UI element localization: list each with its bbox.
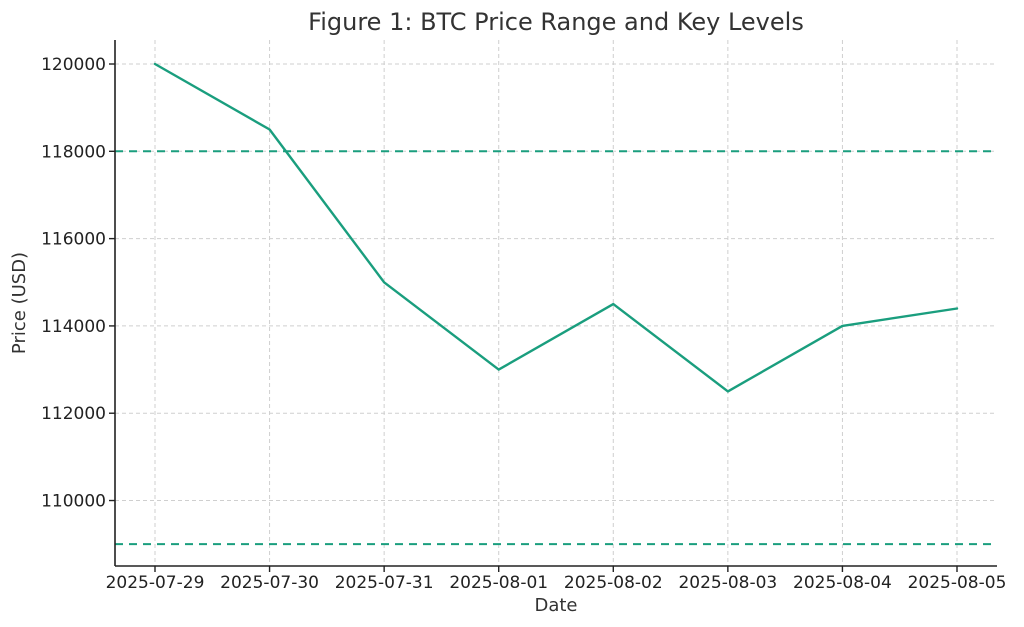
y-tick-label: 110000 [41,492,106,512]
y-axis-label: Price (USD) [9,252,30,354]
reference-lines-layer [115,150,997,546]
y-tick-label: 112000 [41,404,106,424]
y-tick-label: 116000 [41,230,106,250]
series-layer [153,62,959,393]
x-tick-label: 2025-08-01 [449,573,548,593]
x-tick-label: 2025-07-31 [335,573,434,593]
grid-layer [115,40,997,566]
x-tick-label: 2025-08-04 [793,573,892,593]
x-axis-label: Date [534,595,577,616]
x-tick-label: 2025-08-05 [908,573,1007,593]
price-series-line [153,62,959,393]
chart-title: Figure 1: BTC Price Range and Key Levels [308,8,804,36]
x-tick-label: 2025-08-02 [564,573,663,593]
y-tick-label: 118000 [41,142,106,162]
axes-layer: 110000 112000 114000 116000 118000 120000 2025… [41,40,1006,593]
x-tick-label: 2025-08-03 [678,573,777,593]
x-tick-label: 2025-07-30 [220,573,319,593]
x-tick-label: 2025-07-29 [106,573,205,593]
y-tick-label: 120000 [41,55,106,75]
y-tick-label: 114000 [41,317,106,337]
